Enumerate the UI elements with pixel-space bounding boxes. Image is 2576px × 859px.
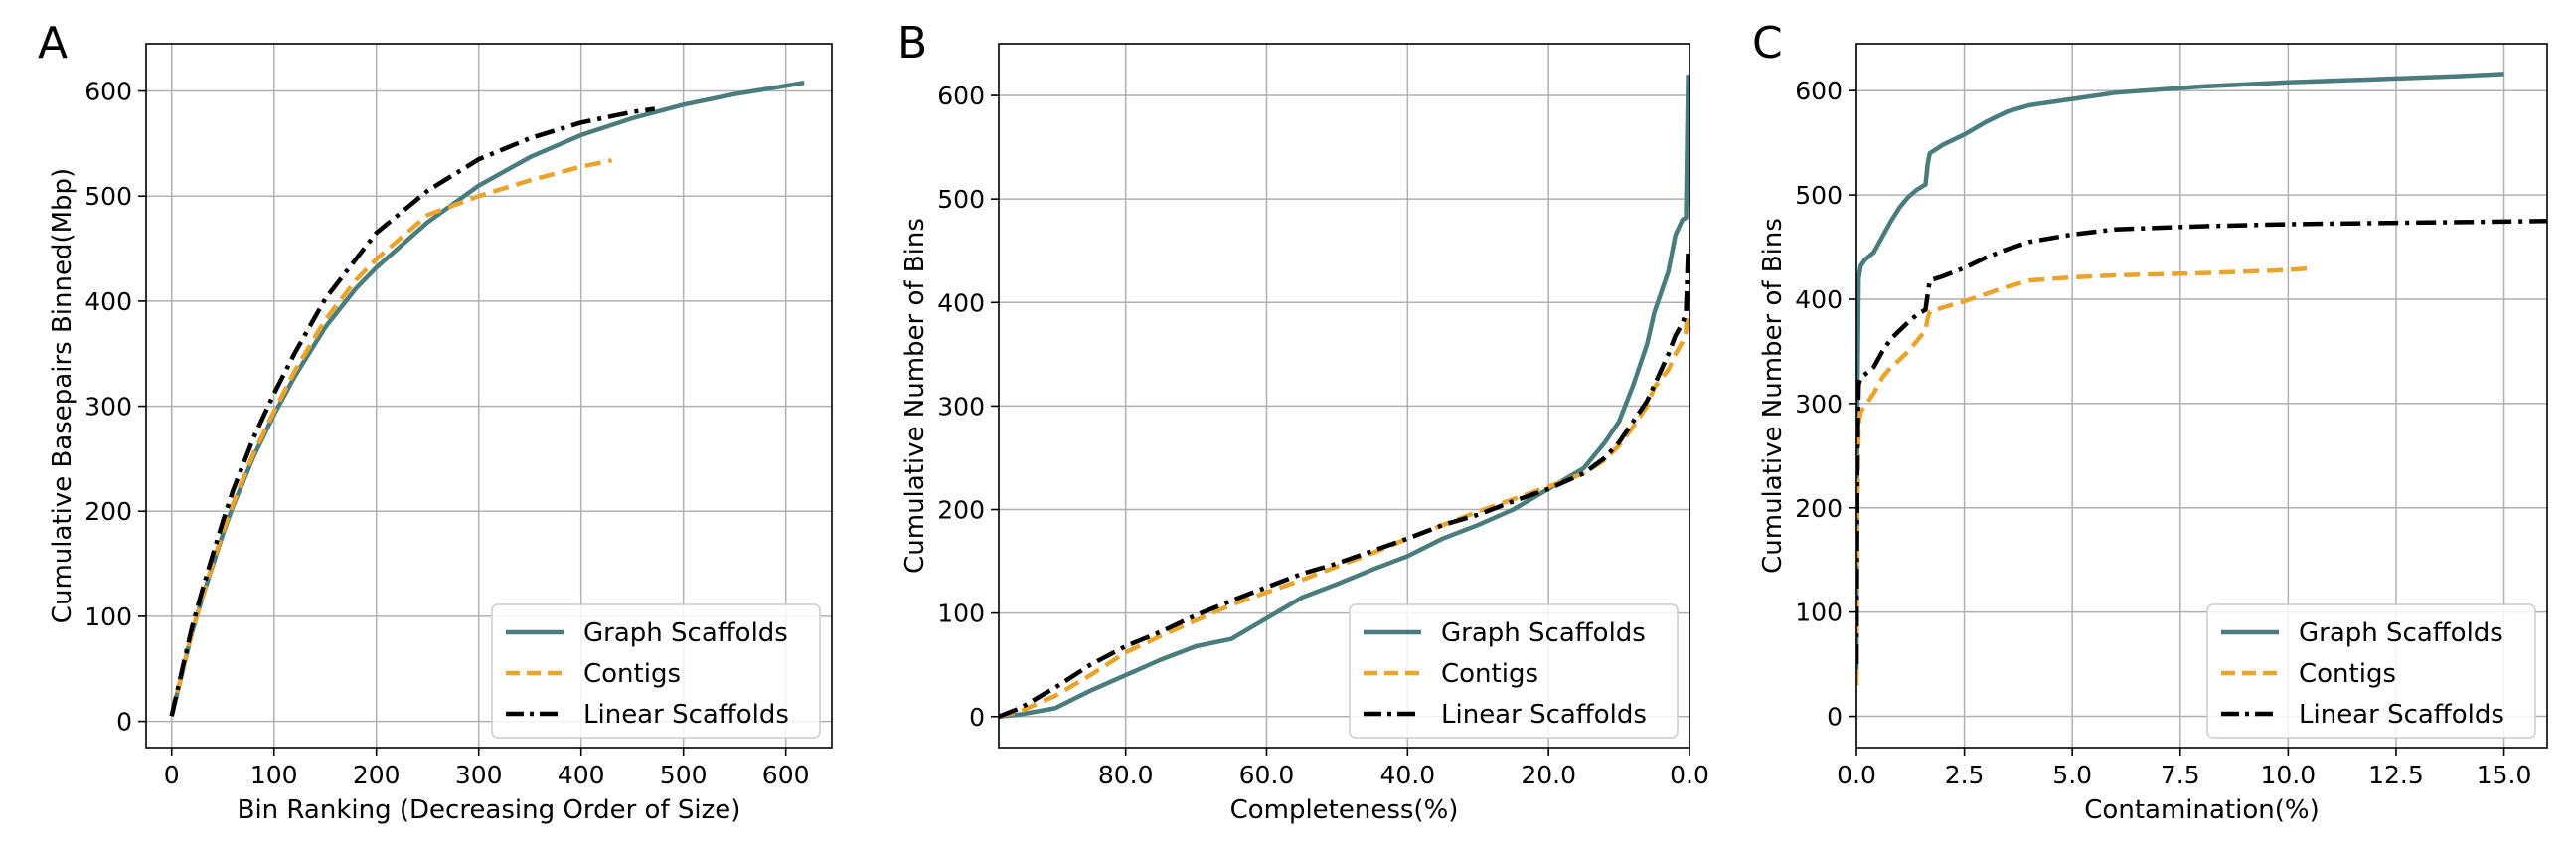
x-tick-label: 7.5 [2161,761,2200,789]
series-line-linear-scaffolds [999,251,1690,719]
y-tick-label: 500 [1795,181,1843,210]
x-tick-label: 500 [660,761,708,789]
legend-box [1349,603,1679,739]
panel-a: 0 100 200 300 400 500 600 0 100 200 300 400 500 600 Bi… [38,18,833,825]
x-tick-label: 0.0 [1837,761,1876,789]
y-tick-label: 200 [1795,494,1843,523]
legend-label: Contigs [583,659,681,689]
y-tick-label: 300 [84,393,132,422]
series-line-graph-scaffolds [999,75,1690,720]
y-tick-label: 600 [84,78,132,106]
panel-letter: C [1752,18,1783,69]
series-line-linear-scaffolds [1856,219,2547,665]
legend-label: Linear Scaffolds [2299,700,2504,730]
y-tick-label: 100 [1795,599,1843,627]
y-tick-label: 0 [116,708,132,737]
panel-b: 80.0 60.0 40.0 20.0 0.0 0 100 200 300 400 500 600 Co… [897,18,1709,825]
y-axis-label: Cumulative Number of Bins [1758,218,1788,574]
x-tick-label: 40.0 [1379,761,1435,789]
x-tick-label: 300 [455,761,503,789]
plot-frame [1855,43,2548,749]
x-tick-label: 12.5 [2368,761,2424,789]
x-tick-label: 5.0 [2052,761,2092,789]
x-tick-label: 2.5 [1945,761,1985,789]
series-line-linear-scaffolds [169,106,656,717]
legend-box [2206,603,2536,739]
y-tick-label: 400 [937,288,985,317]
x-tick-label: 80.0 [1098,761,1154,789]
y-tick-label: 500 [937,185,985,214]
y-tick-label: 300 [1795,390,1843,419]
x-tick-label: 400 [558,761,605,789]
legend-label: Graph Scaffolds [583,618,788,648]
legend: Graph Scaffolds Contigs Linear Scaffolds [491,603,821,739]
x-axis-label: Contamination(%) [2084,795,2319,825]
legend-label: Linear Scaffolds [1441,700,1647,730]
legend-box [491,603,821,739]
y-tick-label: 100 [937,600,985,628]
y-tick-label: 0 [1827,703,1843,732]
y-tick-label: 200 [84,497,132,526]
legend: Graph Scaffolds Contigs Linear Scaffolds [2206,603,2536,739]
x-axis-label: Bin Ranking (Decreasing Order of Size) [238,795,741,825]
plot-frame [998,43,1690,749]
x-tick-label: 0.0 [1670,761,1709,789]
y-tick-label: 300 [937,392,985,421]
y-tick-label: 0 [969,703,985,732]
y-axis-label: Cumulative Number of Bins [900,218,930,574]
series-group [999,75,1690,720]
series-group [1856,72,2547,686]
y-axis-label: Cumulative Basepairs Binned(Mbp) [48,168,78,623]
y-tick-label: 500 [84,182,132,211]
y-tick-label: 400 [1795,285,1843,314]
plot-frame [145,43,833,749]
legend-label: Graph Scaffolds [1441,618,1646,648]
x-tick-label: 600 [762,761,810,789]
y-tick-label: 600 [1795,77,1843,105]
x-tick-label: 200 [353,761,401,789]
x-tick-label: 10.0 [2261,761,2317,789]
y-tick-label: 400 [84,287,132,316]
legend-label: Contigs [1441,659,1538,689]
y-tick-label: 200 [937,496,985,525]
x-tick-label: 60.0 [1239,761,1295,789]
x-tick-label: 15.0 [2477,761,2532,789]
x-tick-label: 100 [250,761,298,789]
series-line-graph-scaffolds [1856,72,2504,675]
series-line-graph-scaffolds [169,80,805,717]
series-group [169,80,805,717]
panel-letter: B [897,18,927,69]
panel-letter: A [38,18,68,69]
legend-label: Graph Scaffolds [2299,618,2503,648]
y-tick-label: 600 [937,82,985,110]
series-line-contigs [169,158,613,717]
legend: Graph Scaffolds Contigs Linear Scaffolds [1349,603,1679,739]
series-line-contigs [1856,265,2315,686]
panel-c: 0.0 2.5 5.0 7.5 10.0 12.5 15.0 0 100 200 300 400 500… [1752,18,2548,825]
legend-label: Linear Scaffolds [583,700,789,730]
x-tick-label: 20.0 [1521,761,1576,789]
legend-label: Contigs [2299,659,2396,689]
y-tick-label: 100 [84,602,132,631]
x-tick-label: 0 [164,761,180,789]
x-axis-label: Completeness(%) [1230,795,1459,825]
